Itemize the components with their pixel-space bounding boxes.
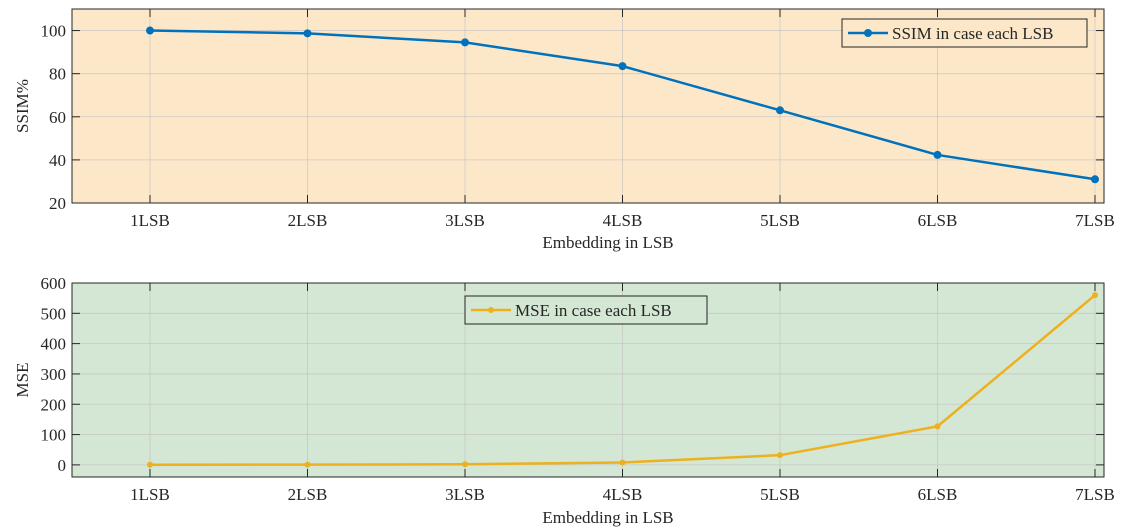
y-tick-label: 400: [41, 335, 67, 354]
data-point: [1091, 175, 1099, 184]
data-point: [776, 106, 784, 115]
x-tick-label: 3LSB: [445, 485, 485, 504]
data-point: [461, 38, 469, 47]
x-tick-label: 6LSB: [918, 211, 958, 230]
data-point: [1092, 292, 1098, 299]
x-tick-label: 1LSB: [130, 211, 170, 230]
data-point: [619, 459, 626, 466]
data-point: [933, 150, 942, 159]
y-tick-label: 300: [41, 365, 67, 384]
legend-label: SSIM in case each LSB: [892, 24, 1053, 43]
y-tick-label: 0: [58, 456, 67, 475]
x-tick-label: 6LSB: [918, 485, 958, 504]
x-tick-label: 2LSB: [288, 211, 328, 230]
x-axis-title: Embedding in LSB: [542, 233, 673, 252]
chart-panel-1: 1LSB 2LSB 3LSB 4LSB 5LSB 6LSB 7LSB 20 40 60 80 100 E…: [13, 8, 1115, 252]
x-tick-label: 4LSB: [603, 485, 643, 504]
x-tick-label: 3LSB: [445, 211, 485, 230]
chart-panel-2: 1LSB 2LSB 3LSB 4LSB 5LSB 6LSB 7LSB 0 100 200 300 40…: [13, 274, 1115, 527]
axes-box: [71, 8, 1105, 204]
legend-label: MSE in case each LSB: [515, 301, 672, 320]
legend-marker: [864, 29, 872, 37]
y-tick-label: 500: [41, 304, 67, 323]
y-tick-label: 40: [49, 151, 66, 170]
x-tick-label: 5LSB: [760, 485, 800, 504]
data-point: [147, 461, 153, 468]
x-tick-label: 5LSB: [760, 211, 800, 230]
y-axis-title: SSIM%: [13, 79, 32, 133]
y-tick-label: 100: [41, 426, 67, 445]
data-point: [618, 62, 627, 71]
y-tick-label: 80: [49, 65, 66, 84]
x-tick-label: 2LSB: [288, 485, 328, 504]
data-point: [777, 452, 783, 459]
y-tick-label: 600: [41, 274, 67, 293]
x-tick-label: 4LSB: [603, 211, 643, 230]
data-point: [303, 29, 312, 38]
y-tick-label: 100: [41, 22, 67, 41]
x-tick-label: 1LSB: [130, 485, 170, 504]
legend-marker: [488, 307, 494, 313]
x-tick-label: 7LSB: [1075, 211, 1115, 230]
y-tick-label: 200: [41, 395, 67, 414]
x-tick-label: 7LSB: [1075, 485, 1115, 504]
y-axis-title: MSE: [13, 363, 32, 398]
data-point: [304, 461, 311, 468]
x-axis-title: Embedding in LSB: [542, 508, 673, 527]
y-tick-label: 60: [49, 108, 66, 127]
data-point: [146, 26, 154, 35]
axes-box: [71, 282, 1105, 478]
y-tick-label: 20: [49, 194, 66, 213]
data-point: [462, 461, 468, 468]
data-point: [934, 423, 941, 430]
